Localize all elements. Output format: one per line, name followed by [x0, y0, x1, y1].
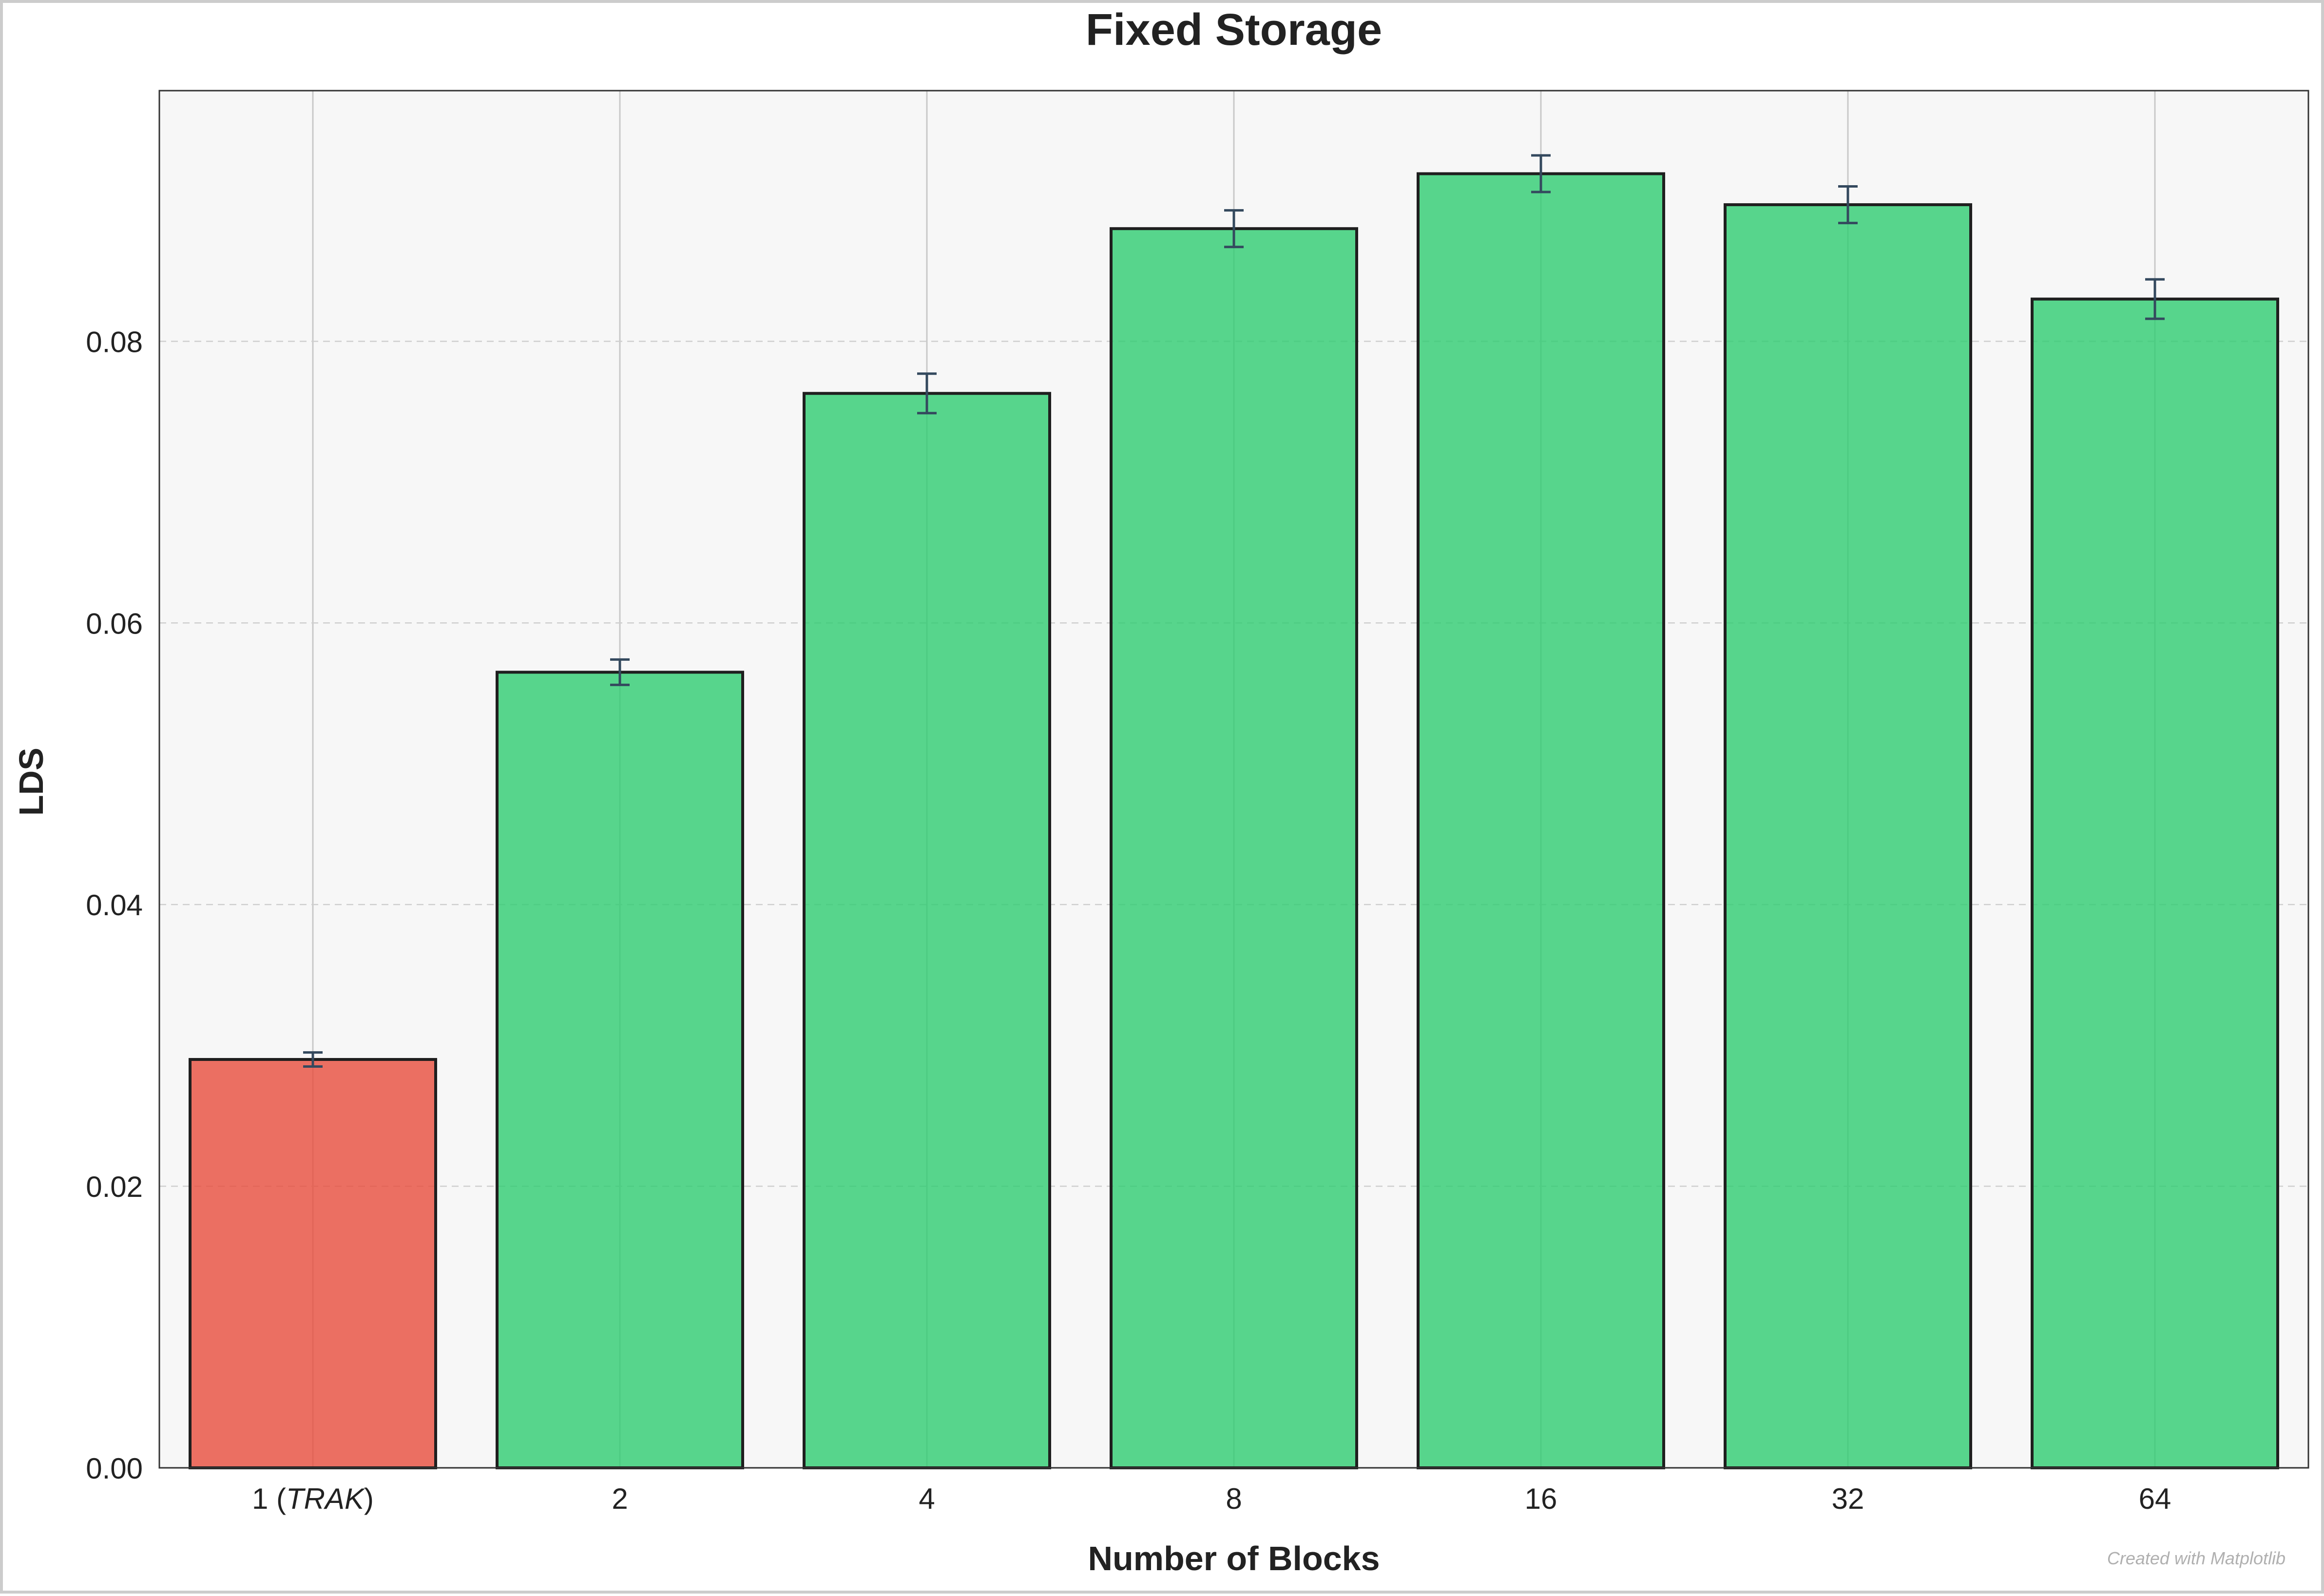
- bar: [2031, 297, 2279, 1469]
- y-tick-label: 0.08: [86, 326, 143, 358]
- bar: [189, 1058, 437, 1470]
- x-tick-label: 32: [1832, 1482, 1864, 1515]
- x-tick-label: 2: [612, 1482, 628, 1515]
- bar: [1110, 227, 1358, 1469]
- x-tick-label: 16: [1525, 1482, 1557, 1515]
- y-tick-label: 0.02: [86, 1171, 143, 1203]
- x-tick-label: 4: [919, 1482, 935, 1515]
- chart-title: Fixed Storage: [1086, 5, 1382, 55]
- x-tick-labels: 1 (TRAK) 2 4 8 16 32 64: [252, 1482, 2171, 1515]
- y-tick-label: 0.06: [86, 607, 143, 640]
- bar: [1724, 203, 1972, 1470]
- error-bars: [303, 154, 2165, 1068]
- plot-frame: [158, 90, 2309, 1469]
- x-tick-label: 64: [2139, 1482, 2171, 1515]
- bar: [803, 392, 1051, 1470]
- x-tick-label: 8: [1226, 1482, 1242, 1515]
- x-axis-label: Number of Blocks: [1088, 1539, 1380, 1577]
- watermark: Created with Matplotlib: [2107, 1548, 2286, 1568]
- y-tick-label: 0.04: [86, 889, 143, 922]
- bar: [496, 671, 744, 1469]
- y-tick-labels: 0.00 0.02 0.04 0.06 0.08: [86, 326, 143, 1485]
- bar: [1417, 172, 1665, 1470]
- y-axis-label: LDS: [12, 748, 50, 816]
- bars: [189, 172, 2279, 1470]
- y-tick-label: 0.00: [86, 1452, 143, 1485]
- x-tick-label: 1 (TRAK): [252, 1482, 374, 1515]
